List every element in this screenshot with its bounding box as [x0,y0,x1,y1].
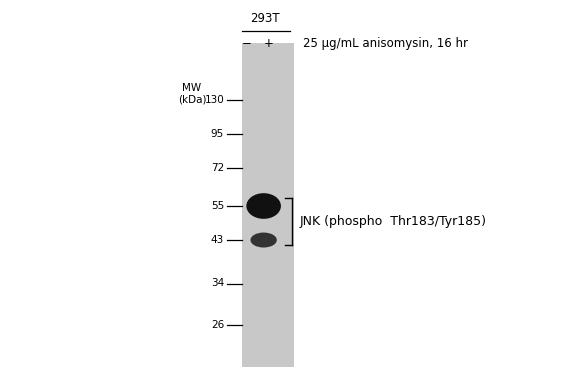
Text: 43: 43 [211,235,224,245]
Text: 55: 55 [211,201,224,211]
Text: +: + [264,37,274,50]
Text: 293T: 293T [250,12,279,25]
Text: 130: 130 [204,95,224,105]
Text: −: − [242,37,251,50]
Text: 95: 95 [211,129,224,139]
Bar [242,43,294,367]
Text: MW
(kDa): MW (kDa) [178,83,206,105]
FancyBboxPatch shape [250,232,277,248]
Text: 25 μg/mL anisomysin, 16 hr: 25 μg/mL anisomysin, 16 hr [303,37,468,50]
Text: JNK (phospho  Thr183/Tyr185): JNK (phospho Thr183/Tyr185) [300,215,487,228]
Text: 26: 26 [211,320,224,330]
Text: 34: 34 [211,279,224,288]
FancyBboxPatch shape [246,193,281,219]
Text: 72: 72 [211,163,224,173]
